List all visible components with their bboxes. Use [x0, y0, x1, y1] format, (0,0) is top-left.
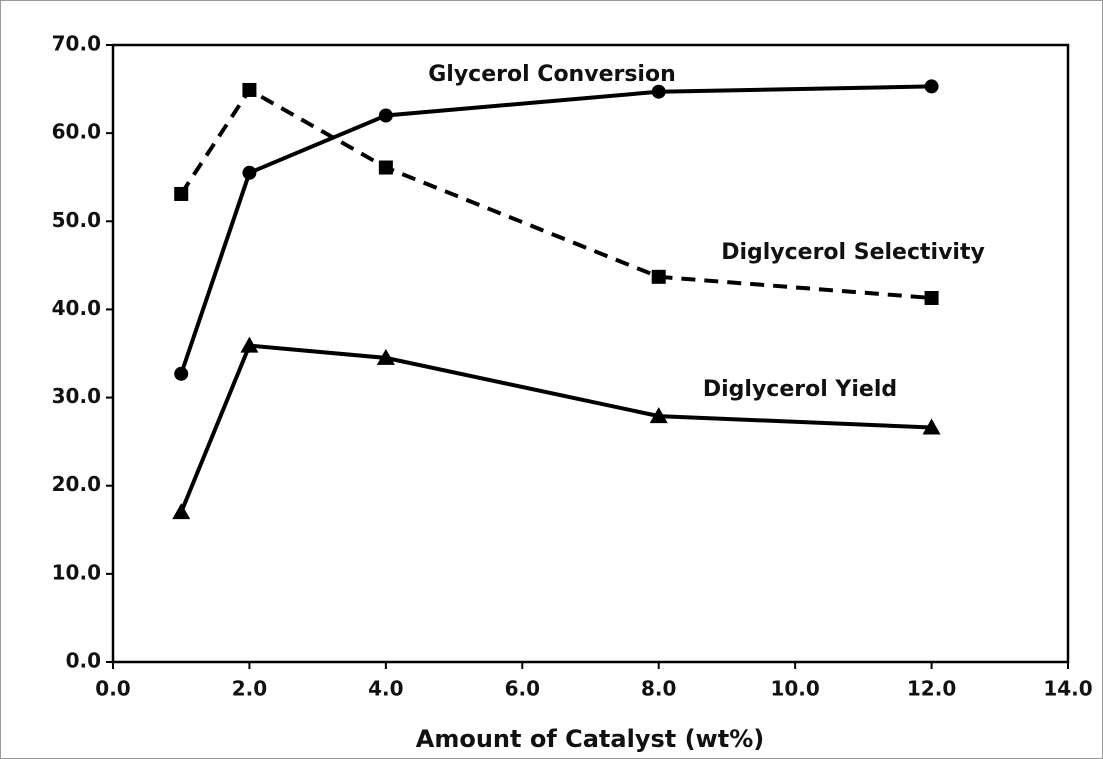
marker	[651, 84, 666, 99]
marker	[174, 186, 189, 201]
y-tick-label: 20.0	[52, 472, 101, 496]
marker	[924, 79, 939, 94]
x-tick-label: 12.0	[907, 677, 956, 701]
y-tick-label: 0.0	[66, 649, 101, 673]
series-label: Diglycerol Yield	[703, 377, 897, 402]
plot-area	[111, 43, 1070, 664]
x-axis-title: Amount of Catalyst (wt%)	[416, 725, 764, 753]
x-tick-label: 8.0	[641, 677, 676, 701]
marker	[172, 503, 191, 520]
y-tick-label: 50.0	[52, 208, 101, 232]
x-tick-label: 2.0	[232, 677, 267, 701]
x-tick-label: 4.0	[368, 677, 403, 701]
y-tick-label: 60.0	[52, 120, 101, 144]
marker	[378, 108, 393, 123]
y-tick-label: 40.0	[52, 296, 101, 320]
marker	[174, 366, 189, 381]
marker	[649, 407, 668, 424]
x-tick-label: 14.0	[1043, 677, 1092, 701]
x-tick-label: 6.0	[505, 677, 540, 701]
marker	[922, 418, 941, 435]
marker	[242, 165, 257, 180]
y-tick-label: 70.0	[52, 32, 101, 56]
y-tick-label: 10.0	[52, 560, 101, 584]
y-tick-label: 30.0	[52, 384, 101, 408]
marker	[240, 336, 259, 353]
x-tick-label: 10.0	[770, 677, 819, 701]
marker	[924, 290, 939, 305]
series-label: Diglycerol Selectivity	[721, 240, 985, 265]
marker	[378, 160, 393, 175]
marker	[242, 82, 257, 97]
marker	[651, 269, 666, 284]
x-tick-label: 0.0	[95, 677, 130, 701]
series-label: Glycerol Conversion	[428, 62, 676, 87]
marker	[376, 348, 395, 365]
